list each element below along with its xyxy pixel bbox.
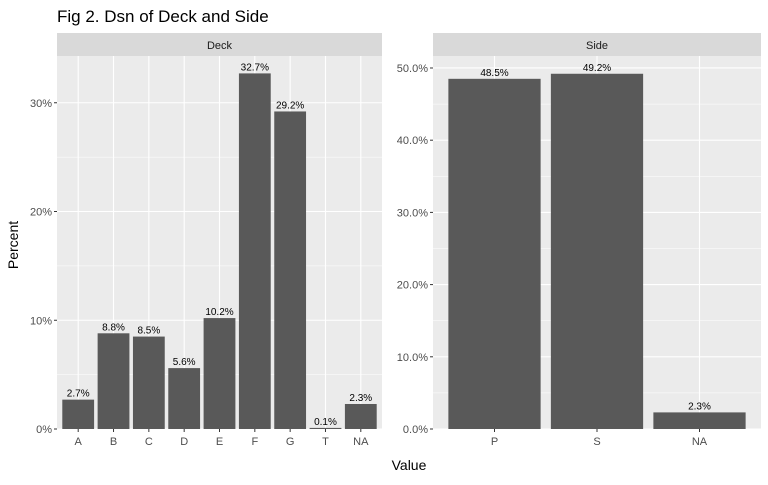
- facet-strip-label: Side: [586, 40, 608, 52]
- facet-strip: [57, 33, 382, 56]
- facet-strip-label: Deck: [207, 40, 233, 52]
- x-tick-label-a: A: [75, 436, 83, 448]
- y-tick-label: 30.0%: [397, 207, 428, 219]
- bar-na: [653, 412, 746, 429]
- y-tick-label: 40.0%: [397, 135, 428, 147]
- data-label-t: 0.1%: [314, 417, 337, 428]
- x-tick-label-p: P: [491, 436, 498, 448]
- data-label-c: 8.5%: [137, 326, 160, 337]
- bar-e: [203, 318, 236, 429]
- x-tick-label-b: B: [110, 436, 117, 448]
- y-tick-label: 50.0%: [397, 63, 428, 75]
- bar-na: [344, 403, 377, 429]
- y-tick-label: 20.0%: [397, 280, 428, 292]
- x-tick-label-na: NA: [353, 436, 369, 448]
- bar-c: [132, 336, 165, 429]
- x-tick-label-e: E: [216, 436, 223, 448]
- panel-deck: Deck 0% 10% 20% 30% 2.7% A 8.8% B 8.5% C 5.6% D 10.2%…: [30, 33, 382, 448]
- bar-d: [168, 368, 201, 429]
- bar-a: [62, 399, 95, 429]
- bar-s: [550, 73, 644, 429]
- data-label-na: 2.3%: [349, 393, 372, 404]
- x-tick-label-g: G: [286, 436, 295, 448]
- y-tick-label: 10.0%: [397, 352, 428, 364]
- x-tick-label-t: T: [322, 436, 329, 448]
- x-tick-label-d: D: [180, 436, 188, 448]
- data-label-p: 48.5%: [480, 68, 508, 79]
- data-label-na: 2.3%: [688, 401, 711, 412]
- x-axis-label: Value: [392, 457, 427, 473]
- facet-strip: [433, 33, 761, 56]
- y-tick-label: 20%: [30, 207, 52, 219]
- data-label-s: 49.2%: [583, 63, 611, 74]
- data-label-f: 32.7%: [241, 62, 269, 73]
- y-tick-label: 0.0%: [403, 424, 428, 436]
- bar-t: [309, 427, 342, 429]
- bar-b: [97, 333, 130, 429]
- y-axis-label: Percent: [5, 221, 21, 269]
- bar-p: [448, 78, 541, 430]
- x-tick-label-c: C: [145, 436, 153, 448]
- data-label-b: 8.8%: [102, 322, 125, 333]
- y-tick-label: 0%: [36, 424, 52, 436]
- data-label-e: 10.2%: [205, 307, 233, 318]
- bar-g: [274, 111, 307, 430]
- panel-side: Side 0.0% 10.0% 20.0% 30.0% 40.0% 50.0% 48.5% P 4…: [397, 33, 761, 448]
- y-tick-label: 30%: [30, 98, 52, 110]
- bar-f: [238, 73, 271, 429]
- data-label-g: 29.2%: [276, 100, 304, 111]
- x-tick-label-f: F: [251, 436, 258, 448]
- x-tick-label-s: S: [593, 436, 600, 448]
- data-label-d: 5.6%: [173, 357, 196, 368]
- chart-title: Fig 2. Dsn of Deck and Side: [57, 7, 269, 26]
- data-label-a: 2.7%: [67, 389, 90, 400]
- x-tick-label-na: NA: [692, 436, 708, 448]
- y-tick-label: 10%: [30, 315, 52, 327]
